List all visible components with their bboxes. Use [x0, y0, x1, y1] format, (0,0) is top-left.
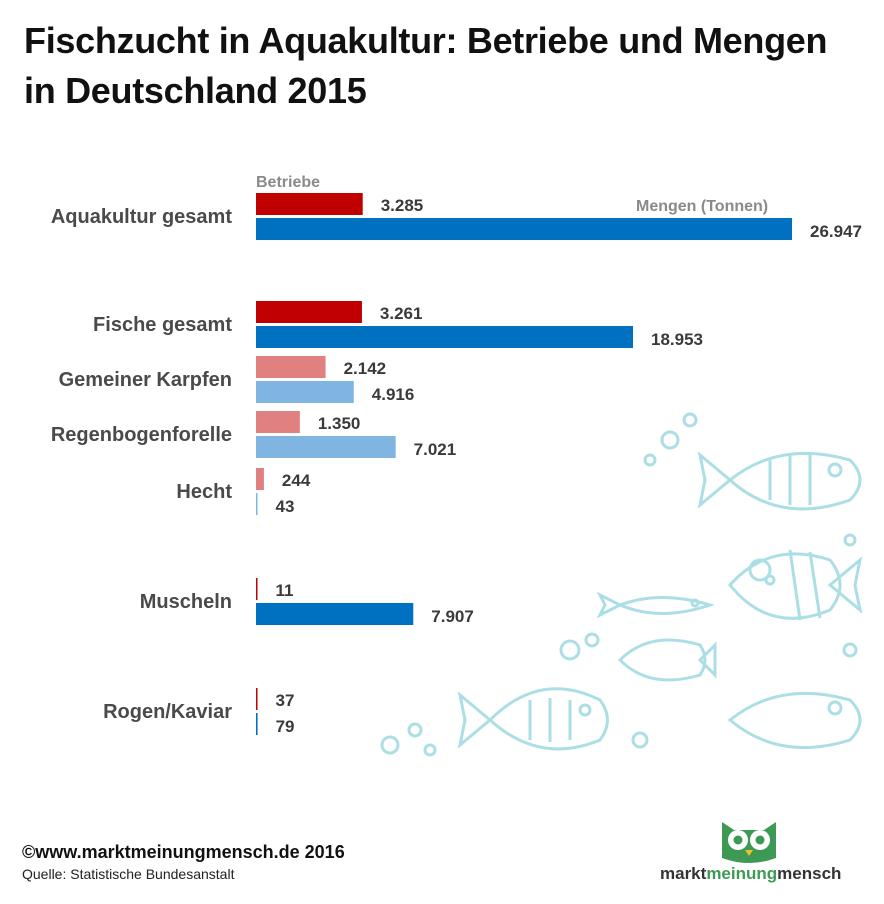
logo-word-3: mensch — [777, 864, 842, 883]
category-label: Aquakultur gesamt — [51, 206, 232, 228]
bar-chart: Aquakultur gesamt 3.285 26.947 Fische gesam… — [51, 174, 862, 736]
value-label-mengen: 26.947 — [810, 222, 862, 241]
fish-icon — [727, 691, 862, 750]
brand-logo: marktmeinungmensch — [660, 818, 860, 888]
bar-mengen — [256, 326, 633, 348]
bar-betriebe — [256, 301, 362, 323]
value-label-betriebe: 2.142 — [344, 359, 387, 378]
category-label: Muscheln — [140, 591, 232, 613]
source-note: Quelle: Statistische Bundesanstalt — [22, 866, 235, 882]
fish-icon — [596, 591, 715, 619]
category-label: Regenbogenforelle — [51, 424, 232, 446]
chart-title: Fischzucht in Aquakultur: Betriebe und M… — [24, 20, 828, 111]
value-label-mengen: 18.953 — [651, 330, 703, 349]
fish-decoration — [380, 412, 863, 757]
legend-betriebe: Betriebe — [256, 174, 320, 191]
bar-mengen — [256, 218, 792, 240]
bar-mengen — [256, 381, 354, 403]
logo-word-1: markt — [660, 864, 707, 883]
bar-betriebe — [256, 468, 264, 490]
value-label-mengen: 7.907 — [431, 607, 474, 626]
value-label-mengen: 7.021 — [414, 440, 457, 459]
fish-icon — [697, 451, 862, 511]
bar-mengen — [256, 436, 396, 458]
copyright: ©www.marktmeinungmensch.de 2016 — [22, 842, 345, 862]
bar-mengen — [256, 493, 258, 515]
value-label-betriebe: 11 — [276, 581, 294, 600]
value-label-betriebe: 3.285 — [381, 196, 424, 215]
owl-icon — [722, 822, 776, 863]
logo-word-2: meinung — [706, 864, 778, 883]
bar-betriebe — [256, 193, 363, 215]
value-label-mengen: 79 — [276, 717, 295, 736]
category-label: Hecht — [176, 481, 232, 503]
bar-betriebe — [256, 578, 258, 600]
bar-mengen — [256, 603, 414, 625]
category-label: Rogen/Kaviar — [103, 701, 232, 723]
fish-icon — [457, 687, 609, 751]
value-label-betriebe: 3.261 — [380, 304, 423, 323]
bar-betriebe — [256, 688, 258, 710]
bar-betriebe — [256, 411, 300, 433]
bar-betriebe — [256, 356, 326, 378]
logo-text: marktmeinungmensch — [660, 864, 860, 884]
value-label-mengen: 4.916 — [372, 385, 415, 404]
fish-icon — [617, 638, 717, 682]
fish-icon — [728, 549, 863, 621]
category-label: Gemeiner Karpfen — [59, 369, 232, 391]
value-label-betriebe: 1.350 — [318, 414, 361, 433]
bar-mengen — [256, 713, 258, 735]
value-label-betriebe: 37 — [276, 691, 295, 710]
value-label-mengen: 43 — [276, 497, 295, 516]
legend-mengen: Mengen (Tonnen) — [636, 198, 768, 215]
category-label: Fische gesamt — [93, 314, 232, 336]
value-label-betriebe: 244 — [282, 471, 311, 490]
